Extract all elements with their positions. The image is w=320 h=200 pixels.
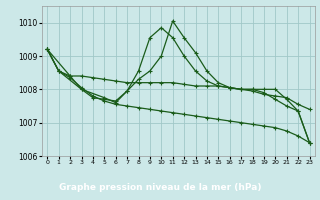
Text: Graphe pression niveau de la mer (hPa): Graphe pression niveau de la mer (hPa) <box>59 182 261 192</box>
